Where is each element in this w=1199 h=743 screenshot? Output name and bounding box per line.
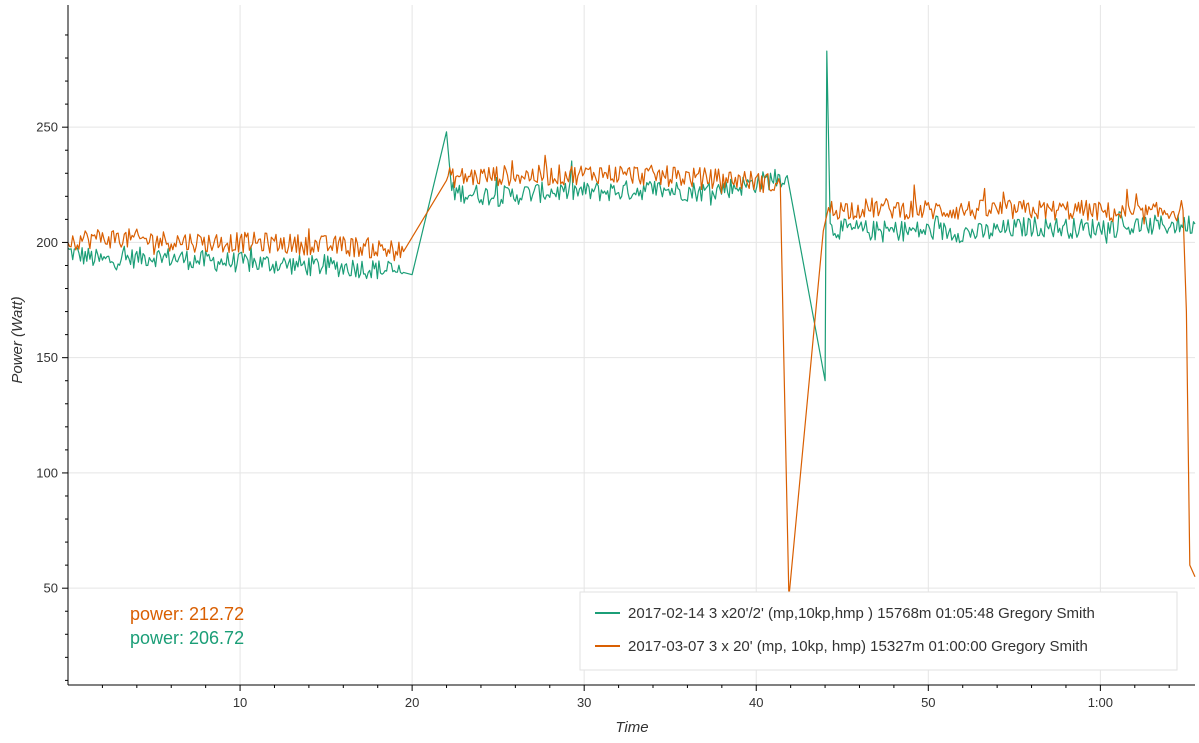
legend: 2017-02-14 3 x20'/2' (mp,10kp,hmp ) 1576…: [579, 591, 1178, 671]
y-tick-label: 150: [36, 350, 58, 365]
series-layer: [67, 50, 1196, 598]
axes-layer: 50 100 150 200 250 10 20 30 40 50 1:00: [36, 5, 1195, 710]
x-tick-label: 20: [405, 695, 419, 710]
x-tick-label: 10: [233, 695, 247, 710]
x-tick-label: 40: [749, 695, 763, 710]
y-tick-label: 100: [36, 465, 58, 480]
y-tick-label: 250: [36, 120, 58, 135]
power-readout-green: power: 206.72: [130, 628, 244, 648]
y-tick-label: 200: [36, 235, 58, 250]
legend-label-green: 2017-02-14 3 x20'/2' (mp,10kp,hmp ) 1576…: [628, 605, 1095, 622]
y-tick-label: 50: [44, 581, 58, 596]
series-line-green: [67, 50, 1196, 382]
x-tick-label: 1:00: [1088, 695, 1113, 710]
hover-readouts: power: 212.72 power: 206.72: [130, 604, 244, 648]
x-tick-label: 50: [921, 695, 935, 710]
y-axis-title: Power (Watt): [9, 296, 26, 383]
x-tick-label: 30: [577, 695, 591, 710]
legend-box: [579, 591, 1178, 671]
series-line-orange: [67, 154, 1196, 598]
legend-label-orange: 2017-03-07 3 x 20' (mp, 10kp, hmp) 15327…: [628, 638, 1088, 655]
grid-layer: [68, 5, 1195, 685]
power-readout-orange: power: 212.72: [130, 604, 244, 624]
x-axis-title: Time: [615, 719, 648, 736]
